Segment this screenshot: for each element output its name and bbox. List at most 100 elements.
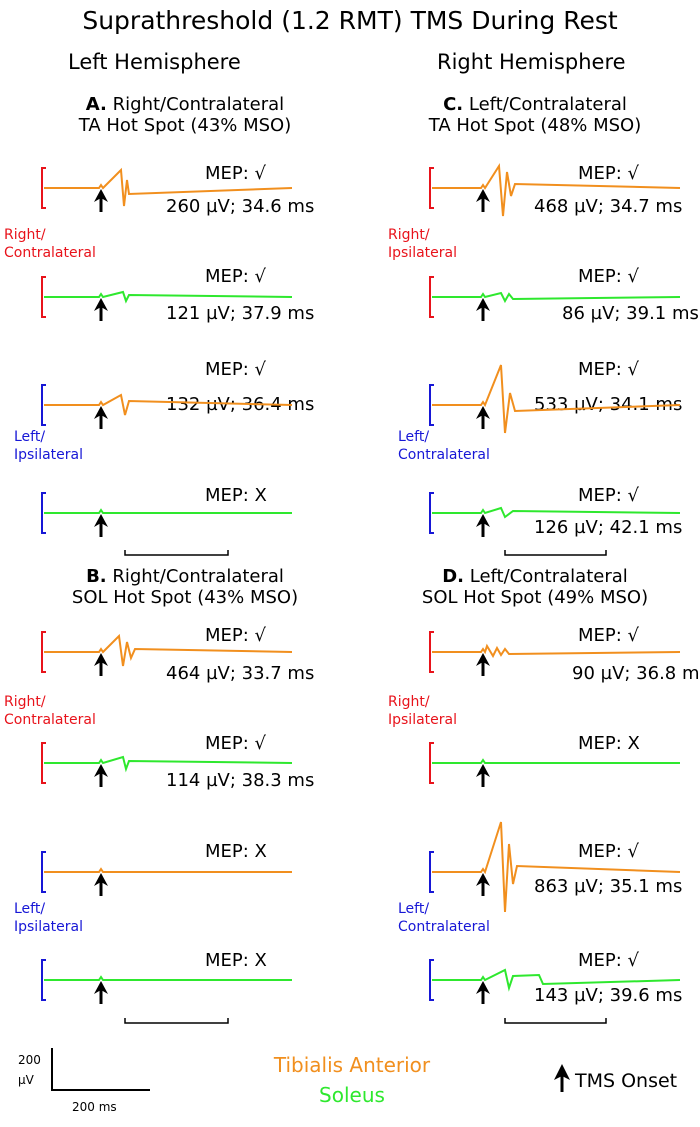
panel-c-line2: TA Hot Spot (48% MSO) — [428, 115, 642, 136]
legend-tms-onset: TMS Onset — [575, 1070, 678, 1092]
panel-b-line2: SOL Hot Spot (43% MSO) — [71, 587, 299, 608]
panel-d-line2: SOL Hot Spot (49% MSO) — [421, 587, 649, 608]
panel-a-trace3-side-bracket — [41, 384, 46, 426]
panel-a-trace4-mep: MEP: X — [205, 485, 267, 506]
panel-c-trace1-mep: MEP: √ — [578, 163, 640, 184]
panel-d-title: D. Left/Contralateral SOL Hot Spot (49% … — [370, 566, 700, 608]
panel-b-trace1-emg — [44, 633, 293, 667]
panel-c-time-span — [504, 550, 607, 556]
arrow-up-icon — [554, 1064, 570, 1092]
panel-c-trace3-mep: MEP: √ — [578, 359, 640, 380]
arrow-up-icon — [476, 298, 490, 321]
panel-c-trace3-emg — [432, 364, 681, 434]
panel-b-trace1-value: 464 µV; 33.7 ms — [166, 663, 315, 684]
panel-c-trace1-emg — [432, 162, 681, 217]
scale-amplitude: 200 — [18, 1053, 41, 1067]
panel-c-line1: Left/Contralateral — [468, 94, 627, 115]
arrow-up-icon — [94, 406, 108, 429]
panel-b-time-span — [124, 1018, 229, 1024]
panel-b-group1-label1: Right/ — [4, 694, 46, 710]
arrow-up-icon — [476, 406, 490, 429]
panel-d-group1-label: Right/ Ipsilateral — [388, 693, 457, 729]
panel-d-group2-label: Left/ Contralateral — [398, 900, 490, 936]
panel-c-title: C. Left/Contralateral TA Hot Spot (48% M… — [370, 94, 700, 136]
panel-b-group2-label: Left/ Ipsilateral — [14, 900, 83, 936]
panel-d-trace3-mep: MEP: √ — [578, 841, 640, 862]
panel-c-group1-label2: Ipsilateral — [388, 245, 457, 261]
panel-c-trace2-mep: MEP: √ — [578, 266, 640, 287]
panel-b-trace2-mep: MEP: √ — [205, 733, 267, 754]
panel-c-trace2-side-bracket — [429, 276, 434, 318]
panel-b-trace2-side-bracket — [41, 742, 46, 784]
arrow-up-icon — [94, 764, 108, 787]
panel-b-group1-label2: Contralateral — [4, 712, 96, 728]
panel-d-line1: Left/Contralateral — [469, 566, 628, 587]
panel-b-trace2-emg — [44, 755, 293, 773]
panel-b-trace4-emg — [44, 975, 292, 981]
panel-b-group2-label1: Left/ — [14, 901, 46, 917]
panel-a-title: A. Right/Contralateral TA Hot Spot (43% … — [20, 94, 350, 136]
panel-b-trace4-mep: MEP: X — [205, 950, 267, 971]
figure-title: Suprathreshold (1.2 RMT) TMS During Rest — [82, 6, 618, 35]
panel-a-time-span — [124, 550, 229, 556]
panel-a-group2-label1: Left/ — [14, 429, 46, 445]
panel-a-trace2-value: 121 µV; 37.9 ms — [166, 303, 315, 324]
panel-c-trace1-side-bracket — [429, 167, 434, 209]
panel-d-trace3-side-bracket — [429, 851, 434, 893]
panel-d-time-span — [504, 1018, 607, 1024]
right-hemisphere-heading: Right Hemisphere — [437, 50, 626, 74]
panel-a-group2-label2: Ipsilateral — [14, 447, 83, 463]
panel-c-trace2-value: 86 µV; 39.1 ms — [562, 303, 699, 324]
panel-a-group2-label: Left/ Ipsilateral — [14, 428, 83, 464]
scale-amplitude-unit: µV — [18, 1073, 34, 1087]
panel-d-trace1-side-bracket — [429, 631, 434, 673]
arrow-up-icon — [476, 873, 490, 896]
panel-a-trace2-side-bracket — [41, 276, 46, 318]
panel-c-group2-label: Left/ Contralateral — [398, 428, 490, 464]
panel-d-trace4-value: 143 µV; 39.6 ms — [534, 985, 683, 1006]
panel-a-trace4-side-bracket — [41, 492, 46, 534]
panel-d-trace1-mep: MEP: √ — [578, 625, 640, 646]
panel-c-trace1-value: 468 µV; 34.7 ms — [534, 196, 683, 217]
panel-d-trace3-emg — [432, 821, 681, 913]
legend-soleus: Soleus — [319, 1083, 385, 1107]
panel-c-group1-label1: Right/ — [388, 227, 430, 243]
panel-c-group2-label1: Left/ — [398, 429, 430, 445]
panel-a-group1-label: Right/ Contralateral — [4, 226, 96, 262]
arrow-up-icon — [94, 189, 108, 212]
arrow-up-icon — [476, 189, 490, 212]
panel-d-group2-label1: Left/ — [398, 901, 430, 917]
panel-c-trace2-emg — [432, 291, 681, 304]
panel-c-trace4-mep: MEP: √ — [578, 485, 640, 506]
panel-b-title: B. Right/Contralateral SOL Hot Spot (43%… — [20, 566, 350, 608]
arrow-up-icon — [94, 873, 108, 896]
arrow-up-icon — [94, 981, 108, 1004]
scale-bar — [51, 1048, 150, 1091]
panel-c-trace4-side-bracket — [429, 492, 434, 534]
panel-a-letter: A. — [85, 94, 107, 115]
panel-d-trace2-emg — [432, 758, 680, 764]
panel-d-letter: D. — [442, 566, 465, 587]
left-hemisphere-heading: Left Hemisphere — [68, 50, 241, 74]
panel-a-trace1-side-bracket — [41, 167, 46, 209]
panel-c-trace4-emg — [432, 506, 681, 519]
panel-a-line1: Right/Contralateral — [112, 94, 285, 115]
panel-a-trace1-value: 260 µV; 34.6 ms — [166, 196, 315, 217]
panel-c-group1-label: Right/ Ipsilateral — [388, 226, 457, 262]
panel-a-trace1-mep: MEP: √ — [205, 163, 267, 184]
panel-b-trace3-side-bracket — [41, 851, 46, 893]
panel-b-trace1-side-bracket — [41, 631, 46, 673]
panel-a-trace2-mep: MEP: √ — [205, 266, 267, 287]
legend-tibialis-anterior: Tibialis Anterior — [273, 1053, 431, 1077]
panel-d-trace2-side-bracket — [429, 742, 434, 784]
panel-b-group2-label2: Ipsilateral — [14, 919, 83, 935]
panel-d-trace4-side-bracket — [429, 959, 434, 1001]
panel-c-letter: C. — [443, 94, 464, 115]
panel-b-group1-label: Right/ Contralateral — [4, 693, 96, 729]
scale-time: 200 ms — [72, 1100, 117, 1114]
panel-a-trace3-emg — [44, 393, 293, 416]
panel-a-trace4-emg — [44, 508, 292, 514]
panel-d-trace4-mep: MEP: √ — [578, 950, 640, 971]
panel-a-line2: TA Hot Spot (43% MSO) — [78, 115, 292, 136]
